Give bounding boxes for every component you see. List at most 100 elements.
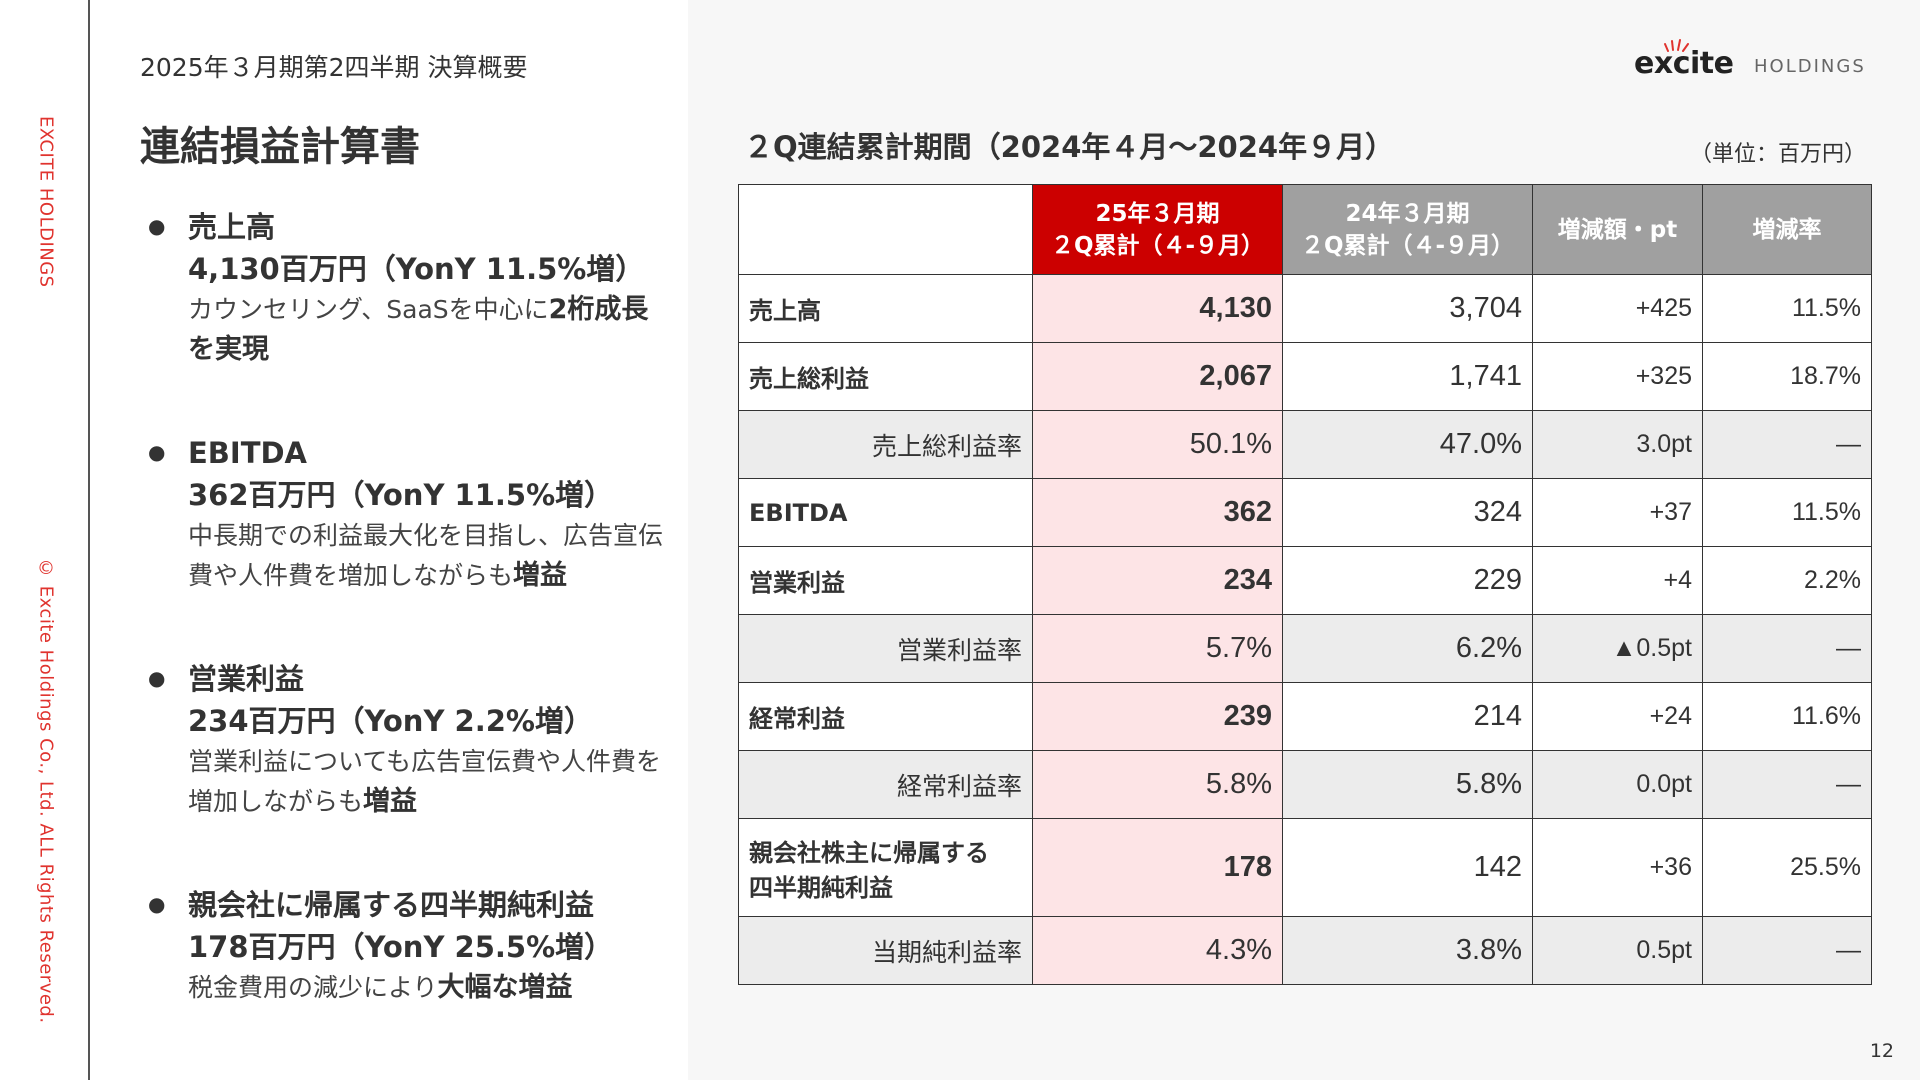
bullet-desc: 営業利益についても広告宣伝費や人件費を増加しながらも増益 bbox=[188, 742, 668, 822]
header-previous-line1: 24年３月期 bbox=[1345, 200, 1470, 227]
header-current-period: 25年３月期 ２Q累計（４-９月） bbox=[1032, 184, 1283, 275]
cell-rate: 11.5% bbox=[1702, 274, 1872, 343]
page-number: 12 bbox=[1869, 1040, 1894, 1062]
cell-rate: 2.2% bbox=[1702, 546, 1872, 615]
bullet-net-income: ● 親会社に帰属する四半期純利益 178百万円（YonY 25.5%増） 税金費… bbox=[148, 884, 668, 1008]
table-row: 売上総利益率 50.1% 47.0% 3.0pt — bbox=[738, 410, 1872, 479]
header-change-rate: 増減率 bbox=[1702, 184, 1872, 275]
bullet-dot-icon: ● bbox=[148, 666, 166, 690]
logo-suffix: HOLDINGS bbox=[1754, 56, 1866, 77]
cell-current: 2,067 bbox=[1032, 342, 1283, 411]
cell-difference: 0.0pt bbox=[1532, 750, 1703, 819]
cell-difference: +4 bbox=[1532, 546, 1703, 615]
sidebar-brand: EXCITE HOLDINGS bbox=[35, 116, 57, 288]
row-label: 経常利益率 bbox=[738, 750, 1033, 819]
cell-current: 5.8% bbox=[1032, 750, 1283, 819]
cell-current: 4,130 bbox=[1032, 274, 1283, 343]
header-previous-line2: ２Q累計（４-９月） bbox=[1300, 232, 1515, 259]
table-header-row: 25年３月期 ２Q累計（４-９月） 24年３月期 ２Q累計（４-９月） 増減額・… bbox=[738, 184, 1872, 275]
cell-current: 362 bbox=[1032, 478, 1283, 547]
table-row: 親会社株主に帰属する 四半期純利益 178 142 +36 25.5% bbox=[738, 818, 1872, 917]
table-row: 売上高 4,130 3,704 +425 11.5% bbox=[738, 274, 1872, 343]
row-label: 売上総利益 bbox=[738, 342, 1033, 411]
row-label: 当期純利益率 bbox=[738, 916, 1033, 985]
bullet-title: EBITDA bbox=[188, 436, 308, 470]
row-label: EBITDA bbox=[738, 478, 1033, 547]
cell-difference: 3.0pt bbox=[1532, 410, 1703, 479]
cell-current: 5.7% bbox=[1032, 614, 1283, 683]
bullet-desc: 税金費用の減少により大幅な増益 bbox=[188, 968, 668, 1008]
cell-rate: 25.5% bbox=[1702, 818, 1872, 917]
bullet-desc: 中長期での利益最大化を目指し、広告宣伝費や人件費を増加しながらも増益 bbox=[188, 516, 668, 596]
bullet-desc-bold: 増益 bbox=[363, 786, 418, 817]
bullet-desc-text: 営業利益についても広告宣伝費や人件費を増加しながらも bbox=[188, 747, 662, 816]
row-label-line1: 親会社株主に帰属する bbox=[749, 838, 989, 867]
logo-spark-icon bbox=[1664, 39, 1689, 52]
sidebar-copyright: © Excite Holdings Co., Ltd. ALL Rights R… bbox=[35, 558, 57, 1024]
cell-previous: 3,704 bbox=[1282, 274, 1533, 343]
cell-current: 50.1% bbox=[1032, 410, 1283, 479]
bullet-desc-bold: 2桁成長を実現 bbox=[188, 294, 649, 365]
table-row: 経常利益 239 214 +24 11.6% bbox=[738, 682, 1872, 751]
bullet-value: 178百万円（YonY 25.5%増） bbox=[188, 930, 614, 964]
sidebar bbox=[0, 0, 88, 1080]
bullet-operating-profit: ● 営業利益 234百万円（YonY 2.2%増） 営業利益についても広告宣伝費… bbox=[148, 658, 668, 822]
cell-rate: — bbox=[1702, 916, 1872, 985]
cell-previous: 47.0% bbox=[1282, 410, 1533, 479]
cell-difference: +24 bbox=[1532, 682, 1703, 751]
cell-rate: — bbox=[1702, 410, 1872, 479]
bullet-desc-text: 中長期での利益最大化を目指し、広告宣伝費や人件費を増加しながらも bbox=[188, 521, 664, 590]
table-row: 当期純利益率 4.3% 3.8% 0.5pt — bbox=[738, 916, 1872, 985]
bullet-desc-bold: 大幅な増益 bbox=[437, 972, 573, 1003]
page-title: 連結損益計算書 bbox=[140, 124, 420, 170]
cell-rate: 11.6% bbox=[1702, 682, 1872, 751]
cell-rate: — bbox=[1702, 750, 1872, 819]
cell-difference: 0.5pt bbox=[1532, 916, 1703, 985]
bullet-value: 4,130百万円（YonY 11.5%増） bbox=[188, 252, 645, 286]
cell-current: 234 bbox=[1032, 546, 1283, 615]
cell-current: 4.3% bbox=[1032, 916, 1283, 985]
bullet-dot-icon: ● bbox=[148, 440, 166, 464]
row-label: 親会社株主に帰属する 四半期純利益 bbox=[738, 818, 1033, 917]
row-label-line2: 四半期純利益 bbox=[749, 873, 893, 902]
row-label: 営業利益率 bbox=[738, 614, 1033, 683]
bullet-desc-text: 税金費用の減少により bbox=[188, 973, 438, 1002]
row-label: 売上高 bbox=[738, 274, 1033, 343]
cell-previous: 142 bbox=[1282, 818, 1533, 917]
bullet-desc-bold: 増益 bbox=[513, 560, 568, 591]
bullet-value: 234百万円（YonY 2.2%増） bbox=[188, 704, 593, 738]
cell-current: 239 bbox=[1032, 682, 1283, 751]
table-row: 営業利益率 5.7% 6.2% ▲0.5pt — bbox=[738, 614, 1872, 683]
header-previous-period: 24年３月期 ２Q累計（４-９月） bbox=[1282, 184, 1533, 275]
table-row: 営業利益 234 229 +4 2.2% bbox=[738, 546, 1872, 615]
cell-previous: 6.2% bbox=[1282, 614, 1533, 683]
bullet-desc-text: カウンセリング、SaaSを中心に bbox=[188, 295, 549, 324]
cell-current: 178 bbox=[1032, 818, 1283, 917]
cell-difference: ▲0.5pt bbox=[1532, 614, 1703, 683]
bullet-title: 親会社に帰属する四半期純利益 bbox=[188, 888, 595, 922]
header-current-line1: 25年３月期 bbox=[1095, 200, 1220, 227]
summary-bullets: ● 売上高 4,130百万円（YonY 11.5%増） カウンセリング、SaaS… bbox=[148, 206, 668, 1008]
header-difference: 増減額・pt bbox=[1532, 184, 1703, 275]
bullet-sales: ● 売上高 4,130百万円（YonY 11.5%増） カウンセリング、SaaS… bbox=[148, 206, 668, 370]
cell-previous: 5.8% bbox=[1282, 750, 1533, 819]
table-row: 経常利益率 5.8% 5.8% 0.0pt — bbox=[738, 750, 1872, 819]
bullet-dot-icon: ● bbox=[148, 892, 166, 916]
table-row: 売上総利益 2,067 1,741 +325 18.7% bbox=[738, 342, 1872, 411]
cell-rate: 18.7% bbox=[1702, 342, 1872, 411]
cell-rate: 11.5% bbox=[1702, 478, 1872, 547]
cell-previous: 214 bbox=[1282, 682, 1533, 751]
cell-previous: 229 bbox=[1282, 546, 1533, 615]
income-statement-table: 25年３月期 ２Q累計（４-９月） 24年３月期 ２Q累計（４-９月） 増減額・… bbox=[738, 184, 1872, 985]
cell-difference: +37 bbox=[1532, 478, 1703, 547]
header-current-line2: ２Q累計（４-９月） bbox=[1050, 232, 1265, 259]
cell-difference: +36 bbox=[1532, 818, 1703, 917]
cell-rate: — bbox=[1702, 614, 1872, 683]
cell-difference: +325 bbox=[1532, 342, 1703, 411]
cell-previous: 1,741 bbox=[1282, 342, 1533, 411]
sidebar-divider bbox=[88, 0, 90, 1080]
table-row: EBITDA 362 324 +37 11.5% bbox=[738, 478, 1872, 547]
logo-word: excite bbox=[1634, 46, 1734, 81]
cell-difference: +425 bbox=[1532, 274, 1703, 343]
cell-previous: 3.8% bbox=[1282, 916, 1533, 985]
